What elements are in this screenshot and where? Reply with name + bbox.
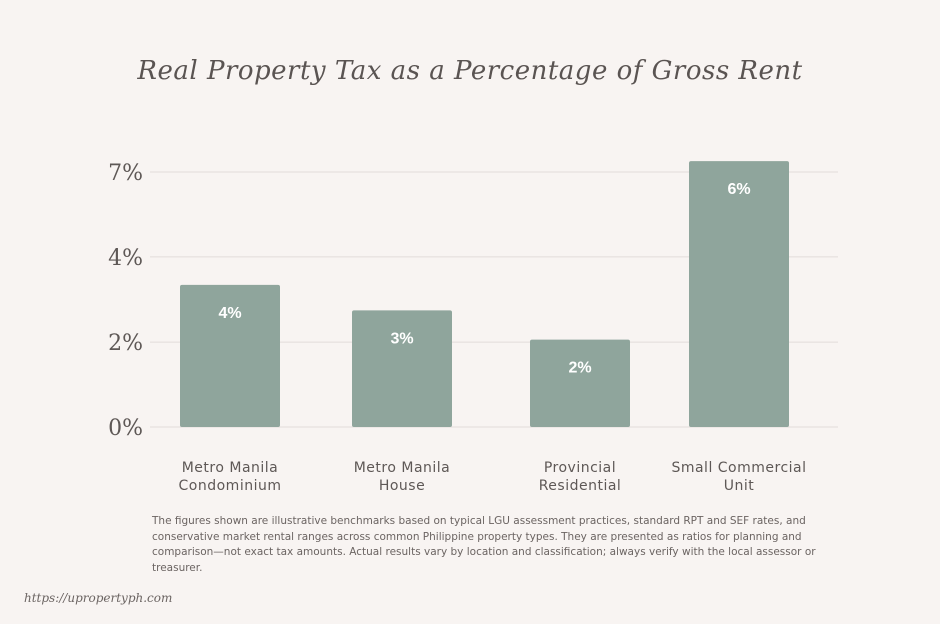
x-tick-label: Unit — [724, 478, 755, 494]
data-label: 2% — [568, 360, 591, 377]
bar — [689, 161, 789, 428]
x-tick-label: Small Commercial — [671, 460, 806, 476]
x-tick-label: Metro Manila — [182, 460, 279, 476]
source-url: https://upropertyph.com — [24, 591, 173, 605]
data-label: 3% — [390, 330, 413, 347]
footnote: The figures shown are illustrative bench… — [152, 515, 816, 574]
chart-title: Real Property Tax as a Percentage of Gro… — [137, 56, 803, 86]
y-tick-label: 7% — [108, 161, 143, 186]
bar — [180, 284, 280, 427]
x-tick-label: House — [379, 478, 425, 494]
x-tick-label: Metro Manila — [354, 460, 451, 476]
y-tick-label: 4% — [108, 246, 143, 271]
y-tick-label: 0% — [108, 416, 143, 441]
y-tick-label: 2% — [108, 331, 143, 356]
x-tick-label: Provincial — [544, 460, 616, 476]
x-tick-label: Residential — [539, 478, 622, 494]
data-label: 4% — [218, 305, 241, 322]
bar — [530, 339, 630, 427]
bar — [352, 310, 452, 427]
x-tick-label: Condominium — [179, 478, 282, 494]
data-label: 6% — [727, 181, 750, 198]
